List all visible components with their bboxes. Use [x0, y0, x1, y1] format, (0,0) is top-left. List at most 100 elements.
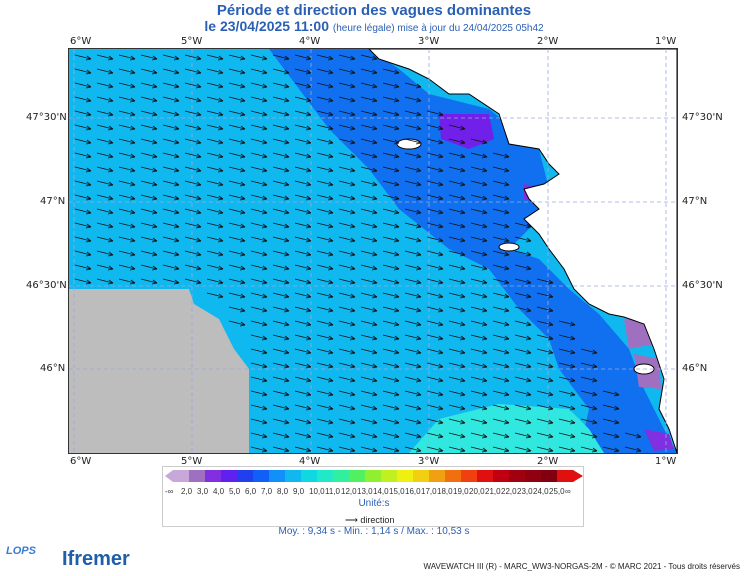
direction-arrow — [360, 320, 378, 327]
direction-arrow — [250, 404, 268, 411]
direction-arrow — [558, 348, 576, 355]
legend-tick-label: 3,0 — [197, 487, 209, 496]
direction-arrow — [360, 82, 378, 89]
direction-arrow — [580, 348, 598, 355]
direction-arrow — [272, 124, 290, 131]
direction-arrow — [404, 250, 422, 257]
lat-label-left: 47°N — [40, 196, 66, 207]
direction-arrow — [162, 54, 180, 61]
direction-arrow — [250, 166, 268, 173]
direction-arrow — [162, 250, 180, 257]
direction-arrow — [492, 264, 510, 271]
legend-swatch — [525, 470, 542, 482]
direction-arrow — [316, 446, 334, 453]
direction-arrow — [338, 320, 356, 327]
direction-arrow — [250, 334, 268, 341]
direction-arrow — [404, 236, 422, 243]
direction-arrow — [426, 166, 444, 173]
direction-arrow — [470, 222, 488, 229]
direction-arrow — [140, 264, 158, 271]
direction-arrow — [74, 264, 92, 271]
direction-arrow — [294, 68, 312, 75]
direction-arrow — [294, 278, 312, 285]
direction-arrow — [272, 82, 290, 89]
lon-label-bottom: 3°W — [418, 456, 440, 467]
direction-arrow — [404, 208, 422, 215]
direction-arrow — [294, 306, 312, 313]
direction-arrow — [184, 166, 202, 173]
direction-arrow — [184, 250, 202, 257]
direction-arrow — [426, 292, 444, 299]
direction-arrow — [602, 404, 620, 411]
direction-arrow — [228, 208, 246, 215]
direction-arrow — [118, 54, 136, 61]
direction-arrow — [448, 418, 466, 425]
direction-arrow — [404, 320, 422, 327]
direction-arrow — [316, 292, 334, 299]
lon-label-bottom: 5°W — [181, 456, 203, 467]
direction-arrow — [316, 54, 334, 61]
direction-arrow — [272, 222, 290, 229]
lat-label-left: 46°30'N — [26, 280, 67, 291]
direction-arrow — [250, 418, 268, 425]
direction-arrow — [228, 110, 246, 117]
direction-arrow — [294, 418, 312, 425]
lat-label-left: 47°30'N — [26, 112, 67, 123]
direction-arrow — [492, 432, 510, 439]
direction-arrow — [250, 264, 268, 271]
direction-arrow — [338, 166, 356, 173]
direction-arrow — [492, 208, 510, 215]
direction-arrow — [558, 376, 576, 383]
direction-arrow — [426, 124, 444, 131]
direction-arrow — [162, 194, 180, 201]
direction-arrow — [316, 68, 334, 75]
direction-arrow — [338, 180, 356, 187]
lon-label-top: 1°W — [655, 36, 677, 47]
direction-arrow — [184, 68, 202, 75]
direction-arrow — [184, 236, 202, 243]
direction-arrow — [382, 404, 400, 411]
direction-arrow — [118, 208, 136, 215]
direction-arrow — [382, 180, 400, 187]
direction-arrow — [338, 432, 356, 439]
direction-arrow — [448, 152, 466, 159]
footer-credits: WAVEWATCH III (R) - MARC_WW3-NORGAS-2M -… — [423, 562, 740, 571]
direction-arrow — [514, 292, 532, 299]
legend-tick-label: 21,0 — [485, 487, 501, 496]
direction-arrow — [294, 208, 312, 215]
direction-arrow — [448, 236, 466, 243]
direction-arrow — [536, 446, 554, 453]
direction-arrow — [514, 376, 532, 383]
direction-arrow — [360, 166, 378, 173]
direction-arrow — [206, 180, 224, 187]
legend-swatch — [413, 470, 430, 482]
direction-arrow — [316, 390, 334, 397]
direction-arrow — [470, 376, 488, 383]
direction-arrow — [470, 362, 488, 369]
direction-arrow — [338, 110, 356, 117]
direction-arrow — [492, 390, 510, 397]
direction-arrow — [448, 348, 466, 355]
direction-arrow — [250, 194, 268, 201]
direction-arrow — [382, 124, 400, 131]
direction-arrow — [228, 138, 246, 145]
direction-arrow — [206, 96, 224, 103]
legend-swatch — [445, 470, 462, 482]
wave-map[interactable] — [68, 48, 678, 454]
legend-tick-label: 14,0 — [373, 487, 389, 496]
direction-arrow — [118, 124, 136, 131]
update-line: (heure légale) mise à jour du 24/04/2025… — [332, 23, 544, 34]
direction-arrow — [360, 306, 378, 313]
direction-arrow — [448, 376, 466, 383]
direction-arrow — [206, 278, 224, 285]
direction-arrow — [470, 236, 488, 243]
direction-arrow — [338, 404, 356, 411]
direction-arrow — [294, 390, 312, 397]
direction-arrow — [382, 334, 400, 341]
direction-arrow — [382, 208, 400, 215]
direction-arrow — [338, 278, 356, 285]
direction-arrow — [96, 124, 114, 131]
lon-label-bottom: 4°W — [299, 456, 321, 467]
direction-arrow — [360, 222, 378, 229]
direction-arrow — [140, 166, 158, 173]
